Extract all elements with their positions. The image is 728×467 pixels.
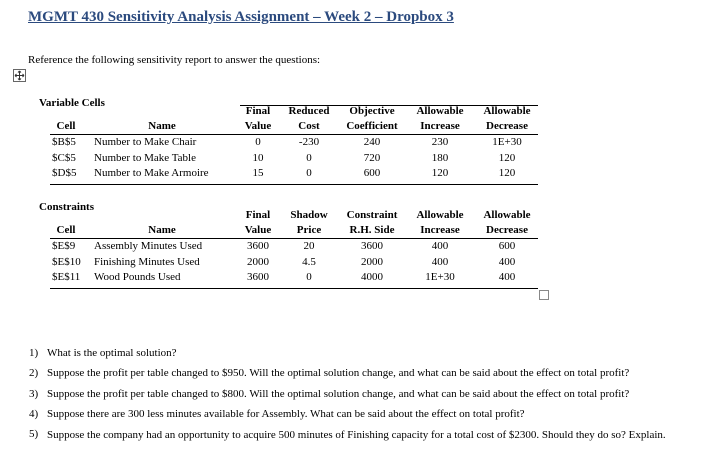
cell: $B$5 [52, 136, 76, 148]
column-header: Decrease [486, 120, 528, 132]
cell: 3600 [247, 271, 269, 283]
cell: 10 [252, 151, 264, 164]
cell: Assembly Minutes Used [94, 240, 203, 252]
cell: $E$10 [52, 255, 81, 268]
cell: 0 [306, 271, 312, 283]
column-header: Increase [420, 120, 460, 132]
question-number: 4) [29, 408, 39, 420]
rule [240, 105, 538, 106]
column-header: Price [296, 224, 322, 236]
column-header: Decrease [486, 224, 528, 236]
cell: $E$11 [52, 271, 81, 283]
cell: 4000 [361, 271, 383, 283]
column-header: Value [244, 224, 272, 236]
question-number: 2) [29, 367, 39, 379]
cell: 0 [255, 136, 261, 148]
cell: Number to Make Armoire [94, 167, 209, 179]
cell: 120 [498, 167, 516, 179]
cell: 720 [363, 151, 381, 164]
column-header: Allowable [483, 105, 531, 117]
cell: -230 [298, 136, 320, 148]
cell: 3600 [361, 240, 383, 252]
column-header: Constraint [346, 209, 398, 221]
column-header: Cell [56, 224, 76, 236]
rule [50, 238, 538, 239]
cell: Wood Pounds Used [94, 271, 181, 283]
column-header: Reduced [288, 105, 330, 117]
cell: 2000 [247, 255, 269, 268]
cell: $E$9 [52, 240, 76, 252]
cell: 1E+30 [425, 271, 455, 283]
cell: Finishing Minutes Used [94, 255, 200, 268]
question-number: 1) [29, 347, 39, 359]
cell: 400 [498, 271, 516, 283]
question-text: Suppose the profit per table changed to … [47, 388, 630, 400]
column-header: Allowable [416, 209, 464, 221]
question-number: 3) [29, 388, 39, 400]
column-header: Name [148, 120, 176, 132]
cell: 400 [498, 255, 516, 268]
cell: 3600 [247, 240, 269, 252]
cell: 230 [431, 136, 449, 148]
cell: 1E+30 [492, 136, 522, 148]
table-heading: Constraints [39, 201, 95, 213]
column-header: Coefficient [346, 120, 398, 132]
column-header: Value [244, 120, 272, 132]
column-header: Final [245, 209, 271, 221]
question-text: What is the optimal solution? [47, 347, 177, 359]
cell: 600 [498, 240, 516, 252]
intro: Reference the following sensitivity repo… [28, 54, 321, 66]
cell: 4.5 [302, 255, 316, 268]
resize-handle [539, 290, 549, 300]
column-header: Shadow [290, 209, 328, 221]
cell: 600 [363, 167, 381, 179]
column-header: Allowable [483, 209, 531, 221]
question-text: Suppose the company had an opportunity t… [47, 429, 666, 441]
cell: 15 [252, 167, 264, 179]
question-text: Suppose there are 300 less minutes avail… [47, 408, 525, 420]
column-header: Cost [298, 120, 320, 132]
move-handle [13, 69, 26, 82]
column-header: Increase [420, 224, 460, 236]
cell: 180 [431, 151, 449, 164]
cell: 400 [431, 240, 449, 252]
table-heading: Variable Cells [39, 97, 105, 109]
title: MGMT 430 Sensitivity Analysis Assignment… [28, 9, 454, 25]
cell: Number to Make Table [94, 151, 196, 164]
column-header: R.H. Side [349, 224, 395, 236]
cell: 2000 [361, 255, 383, 268]
cell: 0 [306, 167, 312, 179]
rule [50, 287, 538, 289]
rule [50, 134, 538, 135]
cell: Number to Make Chair [94, 136, 197, 148]
column-header: Name [148, 224, 176, 236]
cell: 0 [306, 151, 312, 164]
cell: 120 [431, 167, 449, 179]
rule [50, 183, 538, 185]
column-header: Allowable [416, 105, 464, 117]
cell: 120 [498, 151, 516, 164]
cell: 400 [431, 255, 449, 268]
column-header: Final [245, 105, 271, 117]
column-header: Objective [349, 105, 395, 117]
question-text: Suppose the profit per table changed to … [47, 367, 630, 379]
cell: $D$5 [52, 167, 77, 179]
cell: $C$5 [52, 151, 76, 164]
cell: 240 [363, 136, 381, 148]
column-header: Cell [56, 120, 76, 132]
cell: 20 [303, 240, 315, 252]
question-number: 5) [29, 428, 39, 440]
